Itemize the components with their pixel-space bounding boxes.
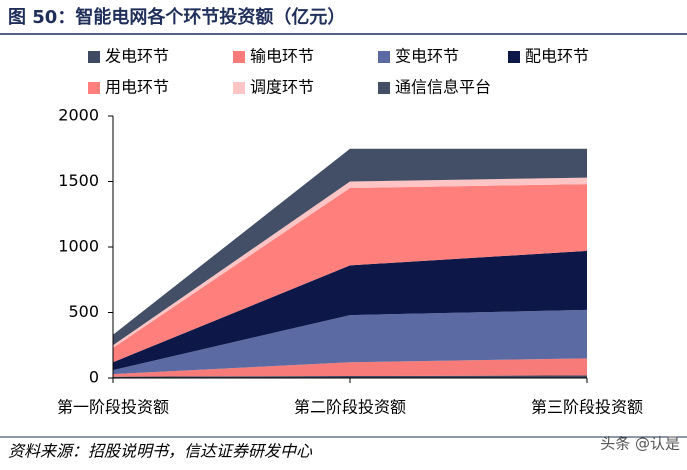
legend-swatch — [508, 51, 520, 63]
x-tick-label: 第三阶段投资额 — [531, 398, 643, 417]
y-tick-label: 0 — [89, 368, 99, 387]
legend-label: 配电环节 — [525, 47, 589, 66]
legend-label: 通信信息平台 — [395, 78, 491, 97]
area — [113, 250, 587, 371]
legend-label: 发电环节 — [105, 47, 169, 66]
y-tick-label: 1000 — [58, 237, 99, 256]
area — [113, 309, 587, 375]
y-tick-label: 2000 — [58, 106, 99, 125]
legend-swatch — [233, 51, 245, 63]
legend-label: 输电环节 — [250, 47, 314, 66]
area — [113, 375, 587, 378]
x-tick-label: 第二阶段投资额 — [294, 398, 406, 417]
y-tick-label: 1500 — [58, 171, 99, 190]
legend-label: 调度环节 — [250, 78, 314, 97]
area — [113, 358, 587, 377]
chart-title: 图 50：智能电网各个环节投资额（亿元） — [8, 6, 345, 28]
legend-swatch — [88, 82, 100, 94]
source: 资料来源：招股说明书，信达证券研发中心 — [8, 442, 313, 461]
area — [113, 148, 587, 346]
y-tick-label: 500 — [68, 302, 99, 321]
legend-swatch — [378, 51, 390, 63]
legend-swatch — [88, 51, 100, 63]
area — [113, 184, 587, 363]
legend-swatch — [378, 82, 390, 94]
legend-swatch — [233, 82, 245, 94]
legend-label: 变电环节 — [395, 47, 459, 66]
watermark: 头条 @认是 — [600, 435, 680, 453]
legend-label: 用电环节 — [105, 78, 169, 97]
x-tick-label: 第一阶段投资额 — [57, 398, 169, 417]
